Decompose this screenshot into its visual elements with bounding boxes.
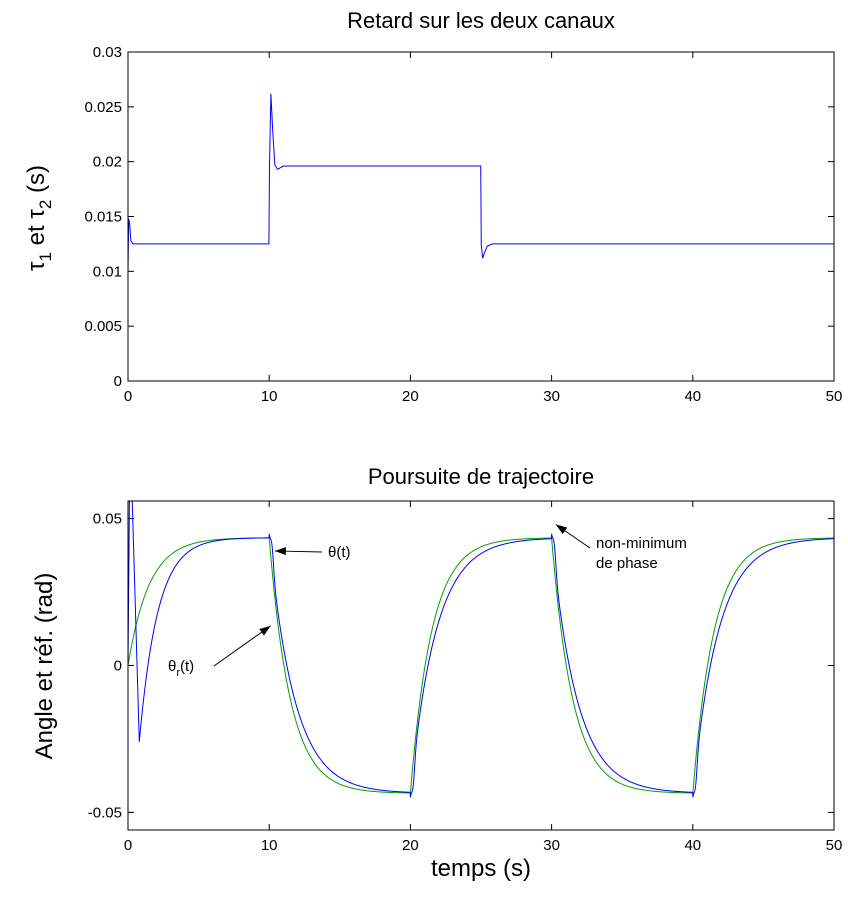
chart-bottom-title: Poursuite de trajectoire <box>368 464 594 489</box>
chart-top-ylabel-mid: et <box>23 219 50 252</box>
chart-top-xtick-label: 50 <box>826 388 843 405</box>
annotation-theta-r-tail: (t) <box>180 658 194 675</box>
annotation-theta-r-sub: r <box>176 667 180 679</box>
chart-top-ytick-label: 0.02 <box>93 154 122 171</box>
svg-text:τ1 et τ2 (s): τ1 et τ2 (s) <box>23 165 55 271</box>
chart-top-ylabel: τ1 et τ2 (s) <box>23 165 55 271</box>
chart-bottom: Poursuite de trajectoire Angle et réf. (… <box>31 464 842 882</box>
chart-top-xtick-label: 30 <box>543 388 560 405</box>
chart-bottom-xtick-label: 30 <box>543 837 560 854</box>
chart-bottom-xtick-label: 40 <box>684 837 701 854</box>
chart-bottom-xtick-label: 20 <box>402 837 419 854</box>
chart-bottom-annotations: θ(t) θr(t) non-minimum de phase <box>168 524 687 679</box>
chart-bottom-xtick-label: 0 <box>124 837 132 854</box>
chart-bottom-ytick-label: 0 <box>114 658 122 675</box>
chart-top-ytick-label: 0 <box>114 373 122 390</box>
chart-top-series-line <box>127 93 834 272</box>
chart-top-series <box>127 93 834 272</box>
chart-top-ticks: 0 10 20 30 40 50 0 0.005 0.01 0.015 0.02 0.025 0.03 <box>84 44 842 405</box>
chart-bottom-series-output <box>128 501 834 798</box>
chart-top-frame <box>127 51 835 382</box>
annotation-nmp-line1: non-minimum <box>596 535 687 552</box>
chart-bottom-xlabel: temps (s) <box>431 855 531 882</box>
annotation-nmp-line2: de phase <box>596 555 658 572</box>
chart-bottom-ylabel: Angle et réf. (rad) <box>31 573 58 760</box>
chart-bottom-frame <box>127 500 835 831</box>
chart-top-ytick-label: 0.025 <box>84 99 122 116</box>
chart-top-ytick-label: 0.01 <box>93 263 122 280</box>
chart-bottom-xtick-label: 50 <box>826 837 843 854</box>
annotation-theta-r-arrow-head <box>259 625 271 636</box>
chart-top-ylabel-sub2: 2 <box>36 200 55 209</box>
chart-top-title: Retard sur les deux canaux <box>347 8 615 33</box>
annotation-theta-r-main: θ <box>168 658 176 675</box>
chart-top-xtick-label: 40 <box>684 388 701 405</box>
chart-bottom-ytick-label: -0.05 <box>88 804 122 821</box>
chart-top-ylabel-unit: (s) <box>23 165 50 200</box>
chart-top-xtick-label: 20 <box>402 388 419 405</box>
annotation-nmp-arrow-head <box>555 524 568 535</box>
chart-top-xtick-label: 10 <box>261 388 278 405</box>
chart-top-xtick-label: 0 <box>124 388 132 405</box>
chart-top: Retard sur les deux canaux τ1 et τ2 (s) … <box>23 8 842 405</box>
chart-top-ytick-label: 0.005 <box>84 318 122 335</box>
chart-top-ylabel-sub1: 1 <box>36 252 55 261</box>
chart-bottom-xtick-label: 10 <box>261 837 278 854</box>
chart-bottom-series-reference <box>128 536 834 794</box>
chart-top-ylabel-tau1: τ <box>23 261 50 271</box>
chart-top-ylabel-tau2: τ <box>23 209 50 219</box>
chart-top-ytick-label: 0.015 <box>84 209 122 226</box>
chart-bottom-ytick-label: 0.05 <box>93 511 122 528</box>
annotation-theta-r: θr(t) <box>168 658 194 679</box>
annotation-theta-r-arrow <box>213 625 271 667</box>
annotation-theta-arrow-head <box>274 547 286 556</box>
chart-bottom-series <box>128 501 834 798</box>
chart-top-ytick-label: 0.03 <box>93 44 122 61</box>
annotation-theta: θ(t) <box>328 544 351 561</box>
